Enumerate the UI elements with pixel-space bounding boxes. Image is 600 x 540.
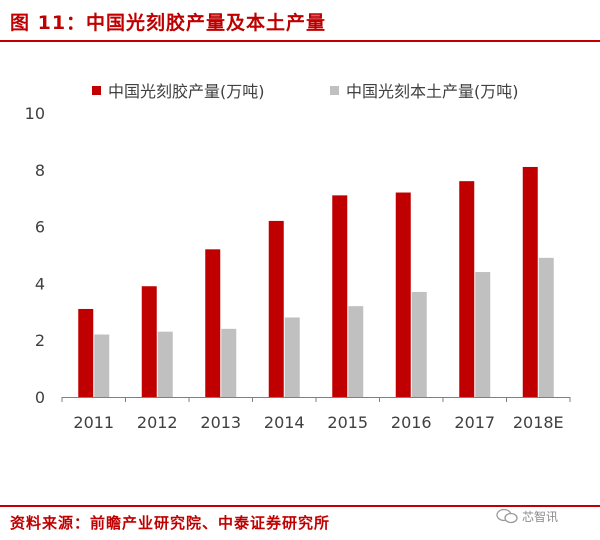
y-tick-label: 2 [35,331,45,350]
figure-header: 图 11：中国光刻胶产量及本土产量 [0,0,600,40]
chart-legend: 中国光刻胶产量(万吨) 中国光刻本土产量(万吨) [0,78,600,102]
bar-local [221,328,237,397]
y-tick-label: 0 [35,388,45,407]
legend-label-total: 中国光刻胶产量(万吨) [108,82,265,101]
watermark-text: 芯智讯 [522,509,559,524]
bar-total [332,195,348,397]
bar-total [205,249,221,397]
y-tick-label: 6 [35,218,45,237]
x-tick-label: 2013 [200,413,241,432]
x-tick-label: 2014 [264,413,305,432]
title-divider [0,40,600,42]
x-tick-label: 2016 [391,413,432,432]
watermark: 芯智讯 [496,504,558,528]
bar-local [538,257,554,397]
x-tick-label: 2015 [327,413,368,432]
x-tick-label: 2011 [73,413,114,432]
y-tick-label: 10 [25,104,45,123]
source-divider [0,505,600,507]
legend-label-local: 中国光刻本土产量(万吨) [346,82,519,101]
bar-local [157,331,173,397]
bar-total [522,166,538,397]
bar-local [94,334,110,397]
bar-local [475,272,491,397]
y-tick-label: 8 [35,161,45,180]
bar-total [395,192,411,397]
bar-local [348,306,364,397]
legend-swatch-total [92,85,101,95]
bar-total [459,181,475,397]
x-tick-label: 2012 [137,413,178,432]
bar-local [284,317,300,397]
bar-chart: 0 2 4 6 8 10 2011 2012 2013 2014 2015 2016 2017 2018E [25,104,571,432]
wechat-icon [496,508,518,524]
legend-item-total: 中国光刻胶产量(万吨) [92,78,265,102]
bar-total [141,286,157,397]
bar-total [268,220,284,397]
figure-title: 图 11：中国光刻胶产量及本土产量 [10,12,327,34]
bar-total [78,308,94,397]
legend-swatch-local [330,85,339,95]
y-tick-label: 4 [35,274,45,293]
source-note: 资料来源：前瞻产业研究院、中泰证券研究所 [10,514,331,532]
legend-item-local: 中国光刻本土产量(万吨) [330,78,519,102]
x-tick-label: 2018E [513,413,564,432]
x-tick-label: 2017 [454,413,495,432]
bar-local [411,291,427,397]
